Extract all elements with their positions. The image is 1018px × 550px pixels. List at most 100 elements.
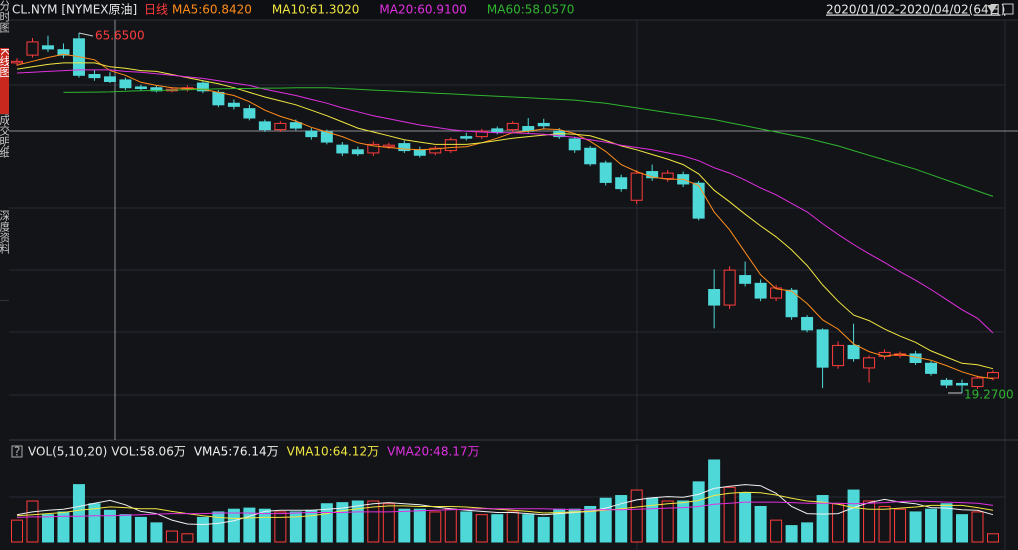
volume-bar <box>723 486 736 543</box>
sidebar-tab[interactable]: 成交明细 <box>0 114 9 211</box>
volume-bar <box>274 511 287 543</box>
legend-item: VOL:58.06万 <box>111 445 186 459</box>
candle-body <box>506 122 519 131</box>
volume-bar <box>351 500 364 543</box>
volume-header: VOL(5,10,20) <box>28 445 107 459</box>
volume-bar <box>103 509 116 543</box>
volume-bar <box>971 511 984 543</box>
candle-body <box>336 144 349 154</box>
volume-bar <box>134 516 147 543</box>
sidebar-tab[interactable]: K线图 <box>0 48 9 115</box>
vma-line <box>16 500 994 518</box>
volume-bar <box>646 497 659 543</box>
min-label: 19.2700 <box>964 388 1014 402</box>
volume-bar <box>88 503 101 543</box>
candle-body <box>491 128 504 133</box>
candle-body <box>382 144 395 148</box>
candle-body <box>599 162 612 183</box>
candle-body <box>956 382 969 386</box>
candle-body <box>475 130 488 138</box>
volume-bar <box>72 484 85 543</box>
candle-body <box>987 372 999 379</box>
volume-bar <box>537 516 550 543</box>
symbol: CL.NYM [NYMEX原油] <box>12 3 137 17</box>
candle-body <box>258 121 271 131</box>
candle-body <box>630 172 643 201</box>
volume-bar <box>429 511 442 543</box>
candle-body <box>863 357 876 369</box>
max-label: 65.6500 <box>95 29 145 43</box>
help-mark: ? <box>14 445 20 459</box>
candle-body <box>615 177 628 190</box>
candle-body <box>444 139 457 152</box>
volume-bar <box>367 500 380 543</box>
volume-bar <box>630 489 643 543</box>
candle-body <box>723 269 736 306</box>
candle-body <box>274 122 287 131</box>
volume-bar <box>212 511 225 543</box>
vma-line <box>16 484 994 526</box>
vma-line <box>16 491 994 520</box>
volume-bar <box>227 508 240 543</box>
candle-body <box>832 344 845 367</box>
volume-bar <box>599 497 612 543</box>
volume-bar <box>909 511 922 543</box>
volume-bar <box>754 505 767 543</box>
candle-body <box>661 172 674 180</box>
ma-line <box>16 69 994 334</box>
candle-body <box>398 143 411 152</box>
period[interactable]: 日线 <box>144 3 168 17</box>
sidebar-tab[interactable]: 深度资料 <box>0 210 9 301</box>
volume-bar <box>925 508 938 543</box>
volume-bar <box>956 514 969 543</box>
volume-bar <box>382 503 395 543</box>
volume-bar <box>692 481 705 543</box>
sidebar-tab[interactable]: 分时图 <box>0 0 9 49</box>
candle-body <box>460 136 473 139</box>
volume-bar <box>584 505 597 543</box>
candle-body <box>212 91 225 106</box>
candle-body <box>971 377 984 388</box>
help-icon[interactable] <box>11 445 23 458</box>
candle-body <box>584 147 597 165</box>
legend-item: VMA5:76.14万 <box>194 445 279 459</box>
max-pointer <box>78 32 94 37</box>
candle-body <box>708 289 721 306</box>
volume-bar <box>506 511 519 543</box>
volume-bar <box>801 522 814 543</box>
candle-body <box>367 143 380 154</box>
candle-body <box>305 130 318 138</box>
candle-body <box>41 45 54 50</box>
volume-bar <box>863 500 876 543</box>
date-range[interactable]: 2020/01/02-2020/04/02(64日) <box>826 3 1005 17</box>
legend-item: VMA20:48.17万 <box>387 445 479 459</box>
volume-bar <box>165 530 178 543</box>
window-icon[interactable] <box>1002 3 1014 15</box>
volume-bar <box>320 503 333 543</box>
volume-bar <box>816 495 829 543</box>
volume-bar <box>41 514 54 543</box>
legend-item: MA5:60.8420 <box>172 3 252 17</box>
volume-bar <box>739 492 752 543</box>
candle-body <box>801 316 814 331</box>
volume-bar <box>832 503 845 543</box>
candle-body <box>196 82 209 92</box>
volume-bar <box>243 507 256 543</box>
volume-bar <box>398 508 411 543</box>
volume-bar <box>196 516 209 543</box>
legend-item: MA60:58.0570 <box>487 3 575 17</box>
legend-item: VMA10:64.12万 <box>287 445 379 459</box>
candle-body <box>847 344 860 360</box>
volume-bar <box>181 533 194 543</box>
volume-bar <box>615 495 628 543</box>
candle-body <box>785 289 798 318</box>
volume-bar <box>26 500 39 543</box>
dropdown-icon[interactable] <box>987 5 997 13</box>
candle-body <box>413 149 426 156</box>
candle-body <box>26 41 39 56</box>
volume-bar <box>413 508 426 543</box>
legend-item: MA20:60.9100 <box>379 3 467 17</box>
candle-body <box>537 122 550 127</box>
volume-bar <box>661 500 674 543</box>
